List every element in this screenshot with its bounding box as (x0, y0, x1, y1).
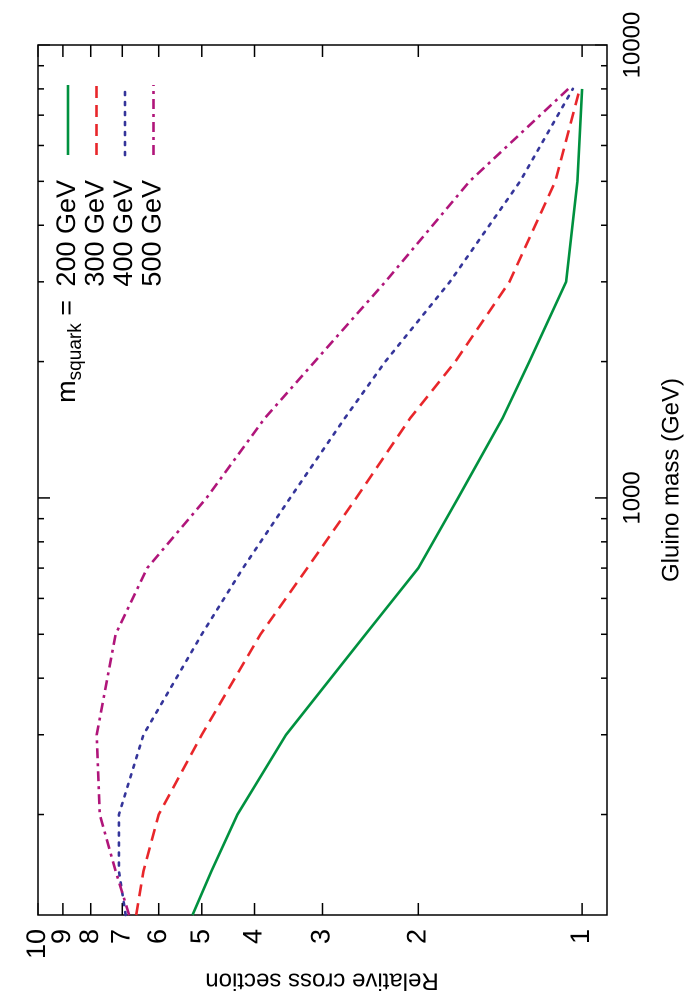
y-tick-label: 2 (401, 929, 431, 944)
y-tick-label: 9 (46, 929, 76, 944)
legend-title-tail: = (51, 300, 81, 323)
legend-label: 400 GeV (108, 180, 138, 287)
y-tick-label: 4 (238, 929, 268, 944)
y-tick-label: 6 (142, 929, 172, 944)
series-line (117, 87, 575, 917)
y-tick-label: 3 (306, 929, 336, 944)
y-tick-label: 1 (565, 929, 595, 944)
legend-label: 300 GeV (80, 180, 110, 287)
x-axis-title: Gluino mass (GeV) (657, 378, 684, 582)
legend-title-subscript: squark (65, 323, 86, 381)
y-axis-title: Relative cross section (205, 968, 438, 995)
legend-label: 500 GeV (137, 180, 167, 287)
x-tick-label: 1000 (618, 471, 645, 524)
legend-title: msquark = (51, 300, 86, 403)
y-tick-label: 10 (21, 929, 51, 959)
x-tick-label: 10000 (618, 12, 645, 79)
y-tick-label: 7 (105, 929, 135, 944)
legend-label: 200 GeV (51, 180, 81, 287)
plot-frame (37, 44, 608, 916)
series-line (191, 88, 584, 916)
y-tick-label: 5 (185, 929, 215, 944)
series-line (134, 88, 582, 916)
series-line (95, 87, 570, 916)
legend-title-base: m (51, 380, 81, 403)
rotated-plot: Gluino mass (GeV) Relative cross section… (21, 12, 684, 995)
y-tick-label: 8 (74, 929, 104, 944)
